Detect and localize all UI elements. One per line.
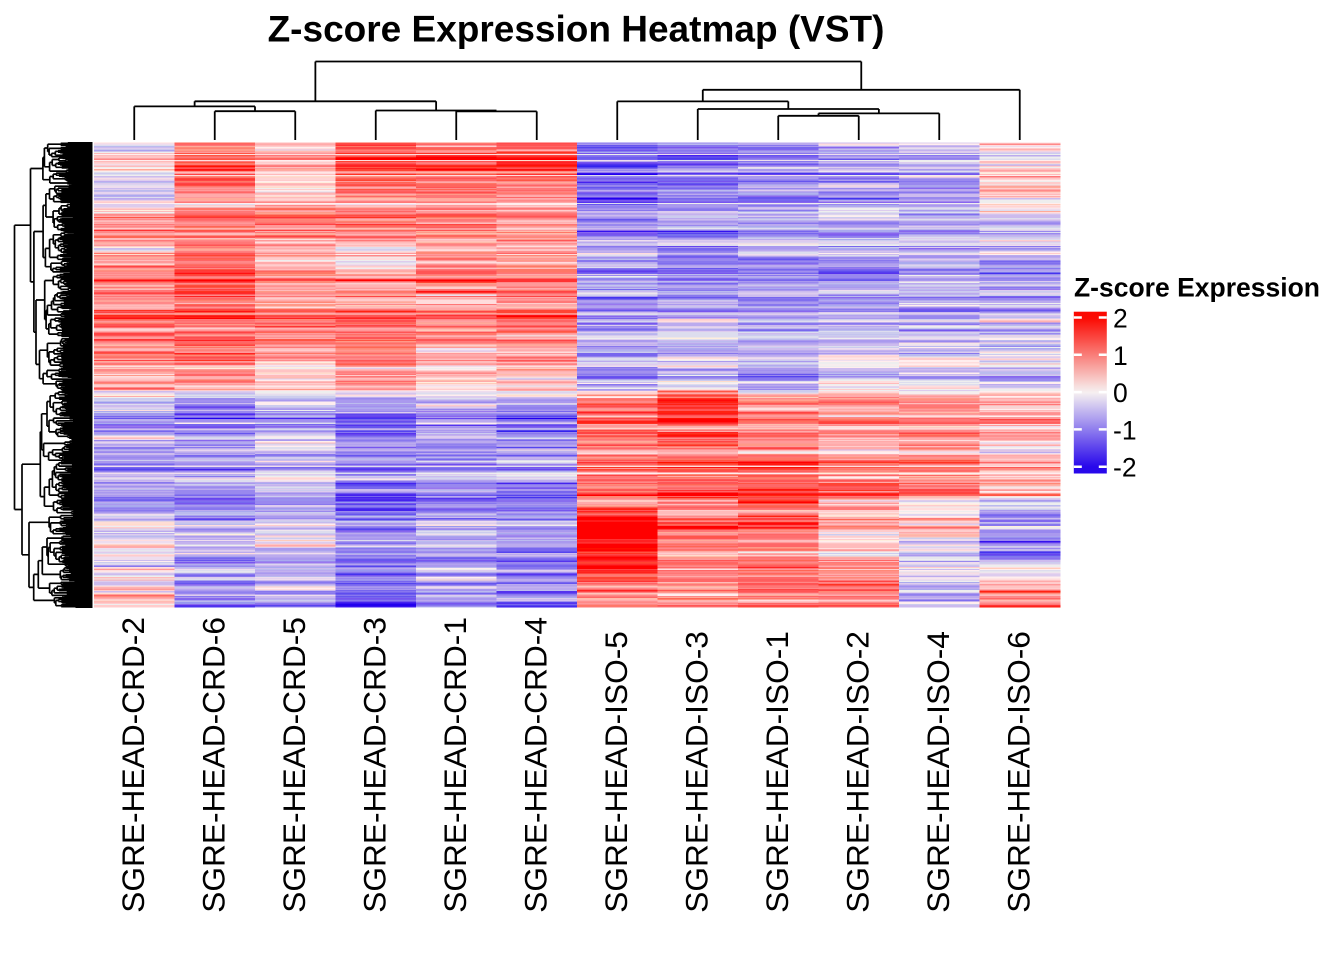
svg-text:-1: -1 <box>1113 415 1137 445</box>
svg-text:1: 1 <box>1113 341 1128 371</box>
svg-text:SGRE-HEAD-CRD-2: SGRE-HEAD-CRD-2 <box>115 617 151 913</box>
svg-text:SGRE-HEAD-CRD-1: SGRE-HEAD-CRD-1 <box>437 617 473 913</box>
svg-text:SGRE-HEAD-ISO-3: SGRE-HEAD-ISO-3 <box>679 631 715 913</box>
svg-text:SGRE-HEAD-ISO-2: SGRE-HEAD-ISO-2 <box>840 631 876 913</box>
svg-text:SGRE-HEAD-CRD-3: SGRE-HEAD-CRD-3 <box>357 617 393 913</box>
svg-text:SGRE-HEAD-CRD-6: SGRE-HEAD-CRD-6 <box>196 617 232 913</box>
svg-text:SGRE-HEAD-ISO-6: SGRE-HEAD-ISO-6 <box>1001 631 1037 913</box>
svg-text:SGRE-HEAD-ISO-5: SGRE-HEAD-ISO-5 <box>598 631 634 913</box>
svg-text:SGRE-HEAD-CRD-5: SGRE-HEAD-CRD-5 <box>276 617 312 913</box>
svg-text:SGRE-HEAD-CRD-4: SGRE-HEAD-CRD-4 <box>518 617 554 913</box>
svg-text:Z-score Expression: Z-score Expression <box>1074 273 1320 303</box>
svg-text:Z-score Expression Heatmap (VS: Z-score Expression Heatmap (VST) <box>268 9 885 50</box>
svg-text:SGRE-HEAD-ISO-4: SGRE-HEAD-ISO-4 <box>920 631 956 913</box>
svg-text:SGRE-HEAD-ISO-1: SGRE-HEAD-ISO-1 <box>759 631 795 913</box>
svg-text:-2: -2 <box>1113 453 1137 483</box>
svg-text:0: 0 <box>1113 378 1128 408</box>
svg-text:2: 2 <box>1113 304 1128 334</box>
